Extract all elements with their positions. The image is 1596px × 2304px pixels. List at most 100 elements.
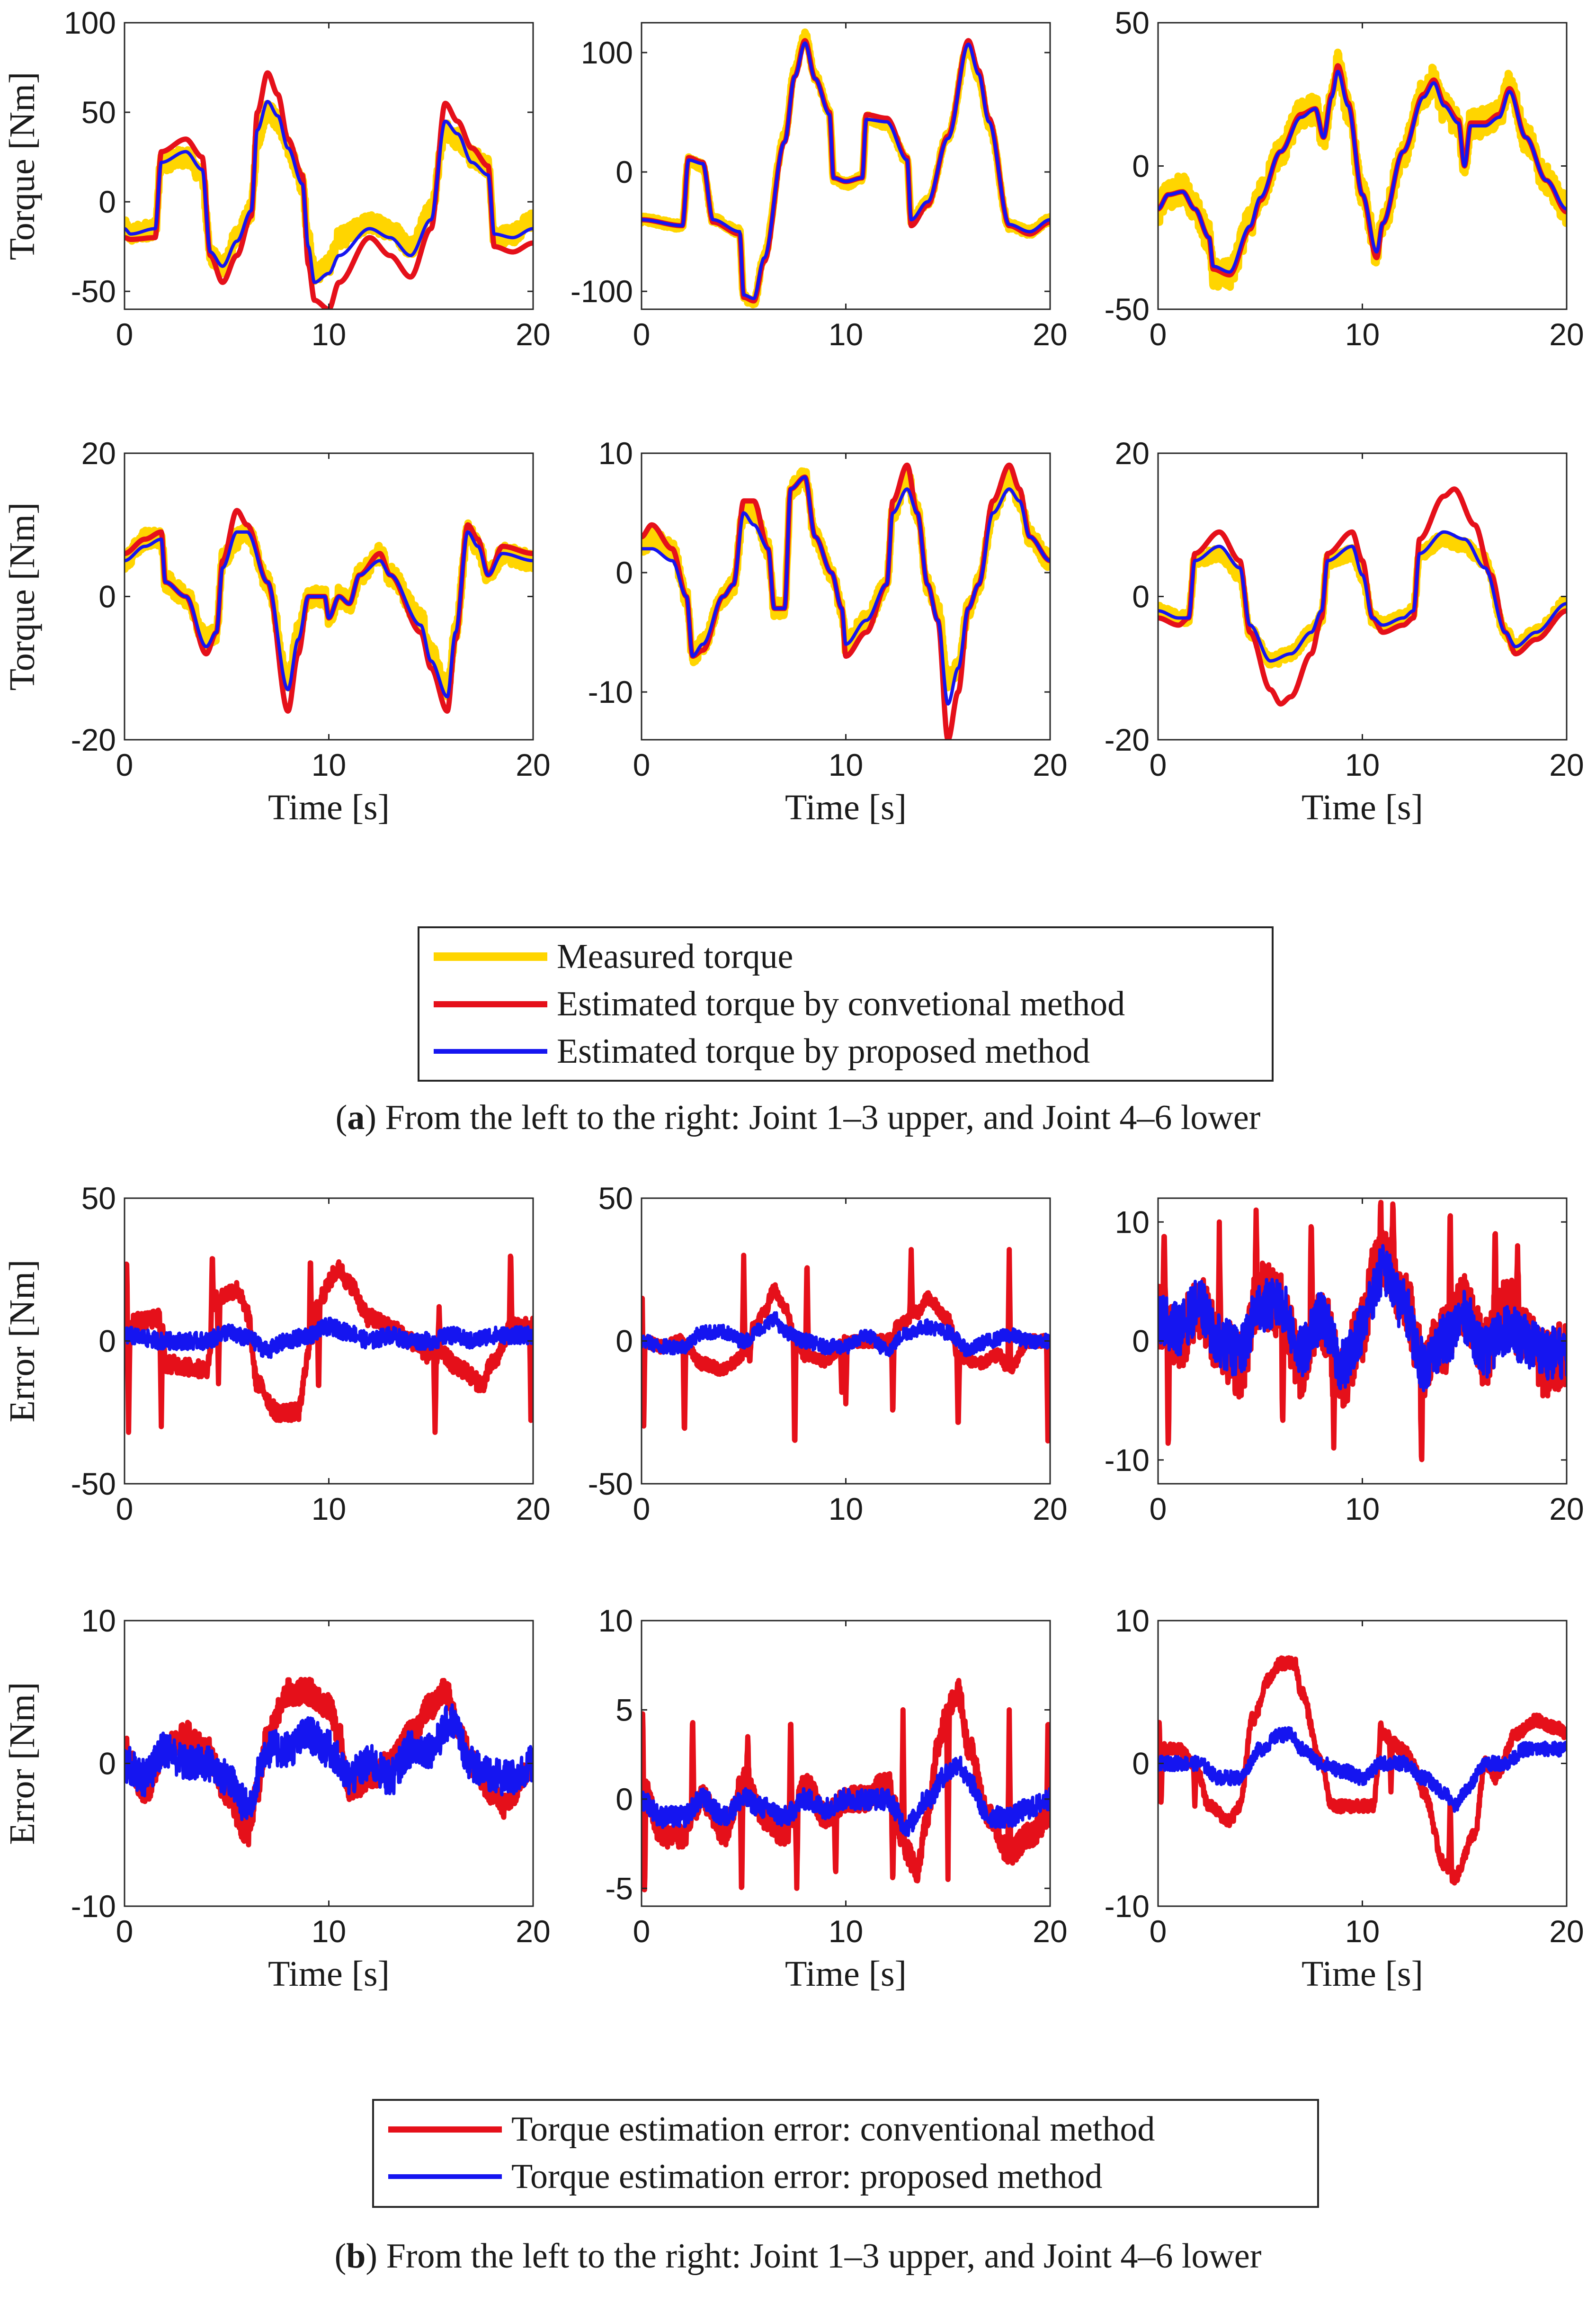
x-tick-label: 10 [1345, 317, 1380, 352]
y-tick-label: 100 [64, 5, 116, 40]
y-tick-label: -50 [1105, 292, 1150, 327]
x-tick-label: 10 [1345, 1491, 1380, 1526]
series-line-conventional [642, 1247, 1050, 1443]
axes-frame [641, 452, 1051, 741]
y-tick-label: 0 [615, 154, 633, 189]
series-line-proposed [642, 41, 1050, 300]
y-tick-label: 0 [1132, 579, 1150, 614]
series-line-proposed [1158, 70, 1567, 274]
y-tick-label: 0 [98, 579, 116, 614]
legend-b-entry: Torque estimation error: conventional me… [374, 2106, 1317, 2153]
caption-a-text: From the left to the right: Joint 1–3 up… [376, 1098, 1261, 1137]
x-tick-label: 20 [1549, 747, 1584, 782]
legend-a-label: Estimated torque by proposed method [557, 1032, 1090, 1071]
y-tick-label: 0 [98, 1324, 116, 1359]
y-tick-label: -10 [588, 674, 633, 709]
y-axis-label: Error [Nm] [2, 1260, 42, 1423]
y-tick-label: 0 [98, 1746, 116, 1781]
y-tick-label: 0 [1132, 1746, 1150, 1781]
y-tick-label: 20 [81, 436, 116, 471]
x-axis-label: Time [s] [268, 788, 390, 827]
y-tick-label: -5 [605, 1871, 633, 1906]
y-tick-label: -20 [1105, 722, 1150, 757]
series-line-conventional [642, 462, 1050, 740]
legend-swatch-measured [434, 952, 547, 961]
series-line-proposed [1158, 530, 1567, 663]
y-tick-label: -10 [1105, 1443, 1150, 1478]
y-tick-label: 50 [1115, 5, 1150, 40]
caption-b-open: ( [334, 2237, 347, 2276]
legend-b-label: Torque estimation error: proposed method [511, 2157, 1103, 2196]
series-line-proposed [1158, 1726, 1567, 1813]
x-axis-label: Time [s] [785, 1954, 907, 1994]
x-tick-label: 20 [1549, 317, 1584, 352]
x-axis-label: Time [s] [268, 1954, 390, 1994]
legend-swatch-proposed [388, 2174, 502, 2179]
y-tick-label: 10 [598, 1603, 633, 1638]
x-tick-label: 20 [1549, 1491, 1584, 1526]
x-tick-label: 10 [312, 747, 346, 782]
x-tick-label: 10 [829, 317, 863, 352]
x-tick-label: 0 [1150, 317, 1167, 352]
caption-a-open: ( [335, 1098, 348, 1137]
chart-series-group [1158, 1200, 1567, 1462]
caption-b-text: From the left to the right: Joint 1–3 up… [377, 2237, 1262, 2276]
y-tick-label: 0 [615, 555, 633, 590]
chart-series-group [642, 28, 1050, 309]
x-tick-label: 0 [1150, 747, 1167, 782]
chart-series-group [125, 1676, 533, 1847]
y-tick-label: -10 [71, 1889, 116, 1924]
x-tick-label: 20 [1033, 317, 1067, 352]
y-axis-label: Torque [Nm] [2, 72, 42, 260]
y-tick-label: 0 [98, 184, 116, 219]
caption-b-tag: b [346, 2237, 366, 2276]
chart-series-group [125, 1254, 533, 1435]
y-tick-label: -50 [588, 1466, 633, 1501]
series-line-proposed [1158, 1244, 1567, 1392]
x-tick-label: 10 [312, 1914, 346, 1949]
y-tick-label: 50 [81, 95, 116, 130]
x-tick-label: 10 [1345, 1914, 1380, 1949]
series-line-proposed [125, 1703, 533, 1821]
x-tick-label: 0 [633, 317, 651, 352]
legend-b-entry: Torque estimation error: proposed method [374, 2153, 1317, 2200]
legend-a: Measured torque Estimated torque by conv… [418, 926, 1274, 1082]
x-tick-label: 0 [116, 747, 134, 782]
series-line-proposed [125, 1317, 533, 1359]
chart-series-group [642, 1247, 1050, 1443]
legend-b: Torque estimation error: conventional me… [372, 2099, 1319, 2208]
x-tick-label: 10 [312, 317, 346, 352]
y-tick-label: -50 [71, 1466, 116, 1501]
y-tick-label: 0 [1132, 1324, 1150, 1359]
x-tick-label: 20 [516, 317, 550, 352]
chart-series-group [125, 508, 533, 714]
series-line-measured [125, 100, 533, 285]
y-tick-label: 0 [615, 1324, 633, 1359]
legend-swatch-conventional [434, 1001, 547, 1007]
x-tick-label: 20 [1549, 1914, 1584, 1949]
caption-b-close: ) [366, 2237, 378, 2276]
chart-series-group [1158, 486, 1567, 707]
x-tick-label: 0 [633, 1491, 651, 1526]
y-tick-label: 20 [1115, 436, 1150, 471]
y-tick-label: 10 [81, 1603, 116, 1638]
axes-frame [641, 1620, 1051, 1907]
y-tick-label: 10 [1115, 1204, 1150, 1239]
y-tick-label: 5 [615, 1692, 633, 1727]
x-tick-label: 0 [1150, 1914, 1167, 1949]
legend-a-entry: Estimated torque by proposed method [419, 1028, 1272, 1075]
x-tick-label: 20 [516, 1491, 550, 1526]
x-tick-label: 20 [1033, 1491, 1067, 1526]
chart-series-group [125, 70, 533, 309]
x-tick-label: 10 [829, 747, 863, 782]
x-tick-label: 20 [516, 1914, 550, 1949]
legend-a-label: Measured torque [557, 937, 794, 976]
y-tick-label: 0 [1132, 149, 1150, 184]
